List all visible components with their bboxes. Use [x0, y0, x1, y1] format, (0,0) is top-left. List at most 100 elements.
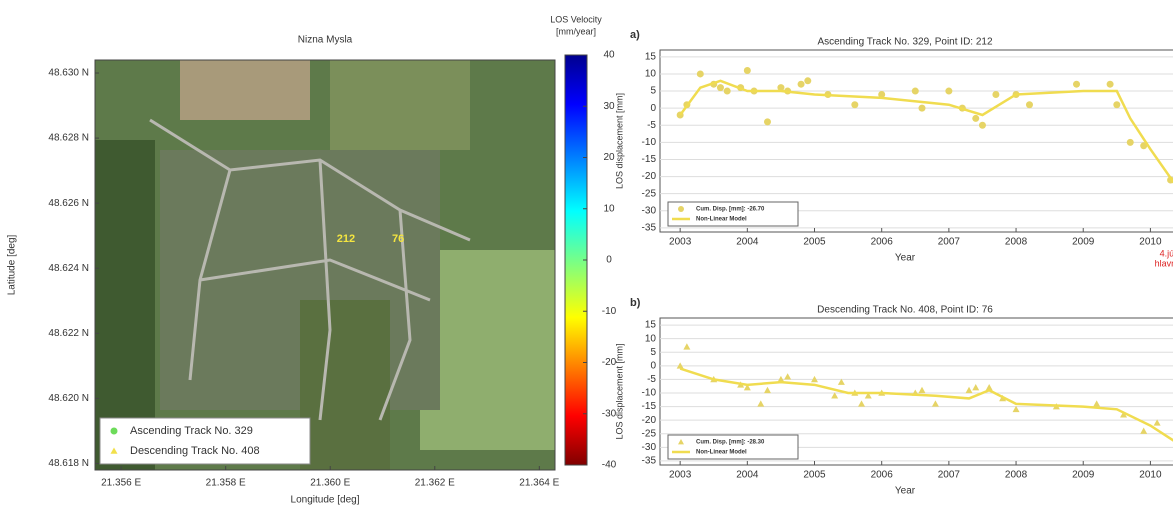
- data-point: [717, 84, 724, 91]
- legend-marker: [678, 206, 684, 212]
- x-tick-label: 2004: [736, 237, 759, 248]
- x-tick-label: 2003: [669, 237, 692, 248]
- y-tick-label: 0: [650, 103, 656, 114]
- y-tick-label: -35: [642, 456, 657, 467]
- colorbar-tick-label: -10: [602, 306, 617, 317]
- legend-marker: [111, 428, 118, 435]
- data-point: [992, 91, 999, 98]
- x-tick-label: 2009: [1072, 237, 1095, 248]
- y-tick-label: -10: [642, 137, 657, 148]
- x-axis-label: Longitude [deg]: [291, 495, 360, 506]
- y-tick-label: -10: [642, 388, 657, 399]
- x-tick-label: 2007: [938, 237, 961, 248]
- x-tick-label: 21.358 E: [206, 478, 246, 489]
- data-point: [1073, 81, 1080, 88]
- x-tick-label: 21.362 E: [415, 478, 455, 489]
- map-background: [95, 60, 555, 470]
- y-axis-label: LOS displacement [mm]: [614, 93, 624, 189]
- panel-label: b): [630, 297, 641, 309]
- legend-label: Non-Linear Model: [696, 450, 747, 456]
- x-tick-label: 2008: [1005, 470, 1028, 481]
- colorbar-label: LOS Velocity: [550, 14, 602, 24]
- data-point: [697, 70, 704, 77]
- y-tick-label: 0: [650, 360, 656, 371]
- y-tick-label: 48.618 N: [48, 458, 89, 469]
- y-tick-label: 48.628 N: [48, 133, 89, 144]
- x-axis-label: Year: [895, 253, 916, 264]
- data-point: [979, 122, 986, 129]
- y-tick-label: -30: [642, 442, 657, 453]
- colorbar-tick-label: 40: [603, 50, 615, 61]
- data-point: [945, 88, 952, 95]
- x-tick-label: 2010: [1139, 237, 1162, 248]
- x-tick-label: 2004: [736, 470, 759, 481]
- y-axis-label: Latitude [deg]: [7, 234, 18, 295]
- y-tick-label: -5: [647, 374, 656, 385]
- panel-label: a): [630, 29, 640, 41]
- x-tick-label: 2010: [1139, 470, 1162, 481]
- y-tick-label: -20: [642, 171, 657, 182]
- x-axis-label: Year: [895, 486, 916, 497]
- y-axis-label: LOS displacement [mm]: [614, 343, 624, 439]
- data-point: [744, 67, 751, 74]
- x-tick-label: 2006: [871, 237, 894, 248]
- x-tick-label: 2006: [871, 470, 894, 481]
- data-point: [798, 81, 805, 88]
- data-point: [912, 88, 919, 95]
- y-tick-label: -30: [642, 205, 657, 216]
- y-tick-label: 48.624 N: [48, 263, 89, 274]
- event-label: 4.jún 2010: [1160, 248, 1173, 258]
- y-tick-label: 5: [650, 347, 656, 358]
- y-tick-label: 48.630 N: [48, 68, 89, 79]
- x-tick-label: 2007: [938, 470, 961, 481]
- colorbar-tick-label: -40: [602, 460, 617, 471]
- y-tick-label: 15: [645, 51, 657, 62]
- data-point: [764, 118, 771, 125]
- y-tick-label: -15: [642, 401, 657, 412]
- figure: Nizna Mysla Longitude [deg] Latitude [deg]…: [0, 0, 1173, 507]
- y-tick-label: 15: [645, 320, 657, 331]
- data-point: [1107, 81, 1114, 88]
- colorbar-label: [mm/year]: [556, 26, 596, 36]
- point-label: 212: [337, 233, 355, 245]
- point-label: 76: [392, 233, 404, 245]
- data-point: [972, 115, 979, 122]
- legend-label: Cum. Disp. [mm]: -28.30: [696, 440, 765, 446]
- x-tick-label: 21.364 E: [519, 478, 559, 489]
- legend-label: Non-Linear Model: [696, 217, 747, 223]
- y-tick-label: 48.622 N: [48, 328, 89, 339]
- colorbar-tick-label: 20: [603, 152, 615, 163]
- y-tick-label: 5: [650, 86, 656, 97]
- y-tick-label: 48.626 N: [48, 198, 89, 209]
- y-tick-label: -20: [642, 415, 657, 426]
- y-tick-label: -25: [642, 428, 657, 439]
- y-tick-label: 10: [645, 333, 657, 344]
- chart-title: Descending Track No. 408, Point ID: 76: [817, 305, 993, 316]
- data-point: [919, 105, 926, 112]
- x-tick-label: 21.360 E: [310, 478, 350, 489]
- x-tick-label: 2005: [803, 237, 826, 248]
- data-point: [724, 88, 731, 95]
- y-tick-label: -35: [642, 223, 657, 234]
- colorbar-tick-label: 10: [603, 203, 615, 214]
- data-point: [1113, 101, 1120, 108]
- x-tick-label: 2005: [803, 470, 826, 481]
- data-point: [1127, 139, 1134, 146]
- y-tick-label: -5: [647, 120, 656, 131]
- colorbar-tick-label: 30: [603, 101, 615, 112]
- x-tick-label: 2008: [1005, 237, 1028, 248]
- event-label: hlavný zosuv: [1155, 258, 1173, 268]
- x-tick-label: 2003: [669, 470, 692, 481]
- data-point: [1026, 101, 1033, 108]
- y-tick-label: -15: [642, 154, 657, 165]
- colorbar-tick-label: 0: [606, 255, 612, 266]
- legend-label: Descending Track No. 408: [130, 445, 260, 457]
- y-tick-label: -25: [642, 188, 657, 199]
- map-title: Nizna Mysla: [298, 35, 353, 46]
- legend-label: Cum. Disp. [mm]: -26.70: [696, 207, 765, 213]
- page: {"chart_data":[ {"type":"map","title":"N…: [0, 0, 1173, 507]
- data-point: [804, 77, 811, 84]
- legend-label: Ascending Track No. 329: [130, 425, 253, 437]
- y-tick-label: 10: [645, 69, 657, 80]
- chart-title: Ascending Track No. 329, Point ID: 212: [817, 37, 993, 48]
